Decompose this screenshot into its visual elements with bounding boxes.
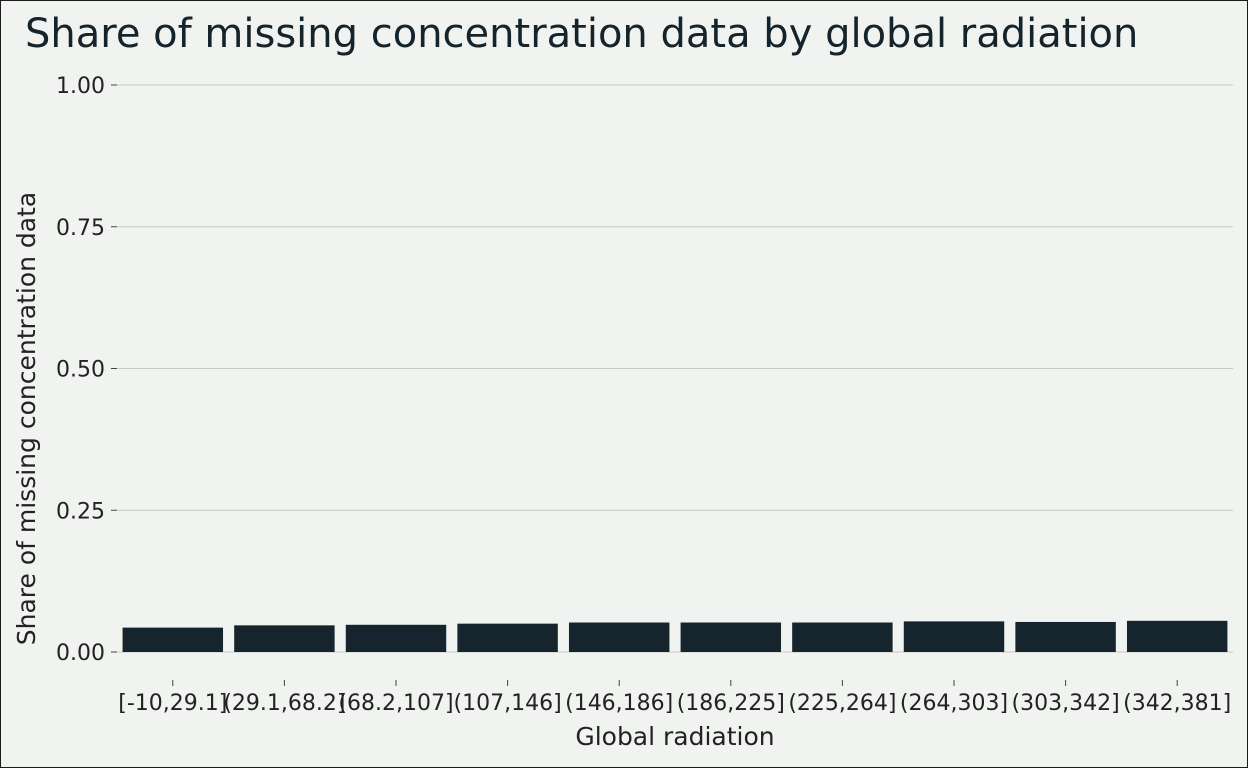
bar [903, 621, 1005, 652]
x-axis-title: Global radiation [575, 722, 774, 751]
y-tick-label: 0.00 [56, 641, 105, 666]
x-tick-label: [-10,29.1] [118, 691, 227, 716]
bar [792, 622, 893, 652]
y-tick-label: 0.25 [56, 499, 105, 524]
y-axis-title: Share of missing concentration data [12, 192, 41, 646]
x-axis-ticks: [-10,29.1](29.1,68.2](68.2,107] (107,146]… [118, 680, 1231, 716]
bar [345, 624, 447, 652]
x-tick-label: (29.1,68.2] [223, 691, 345, 716]
bar [1015, 621, 1116, 652]
gridlines [117, 84, 1233, 653]
x-tick-label: (264,303] [900, 691, 1008, 716]
x-tick-label: (68.2,107] [338, 691, 453, 716]
x-tick-label: (107,146] [454, 691, 562, 716]
y-tick-label: 0.50 [56, 358, 105, 383]
bar [122, 627, 224, 652]
y-tick-label: 1.00 [56, 74, 105, 99]
x-tick-label: (146,186] [565, 691, 673, 716]
y-axis-ticks: 0.00 0.25 0.50 0.75 1.00 [56, 74, 117, 666]
bar [457, 623, 558, 652]
y-tick-label: 0.75 [56, 216, 105, 241]
bar [568, 622, 670, 652]
x-tick-label: (225,264] [788, 691, 896, 716]
chart-title: Share of missing concentration data by g… [25, 11, 1139, 57]
x-tick-label: (303,342] [1012, 691, 1120, 716]
bars [122, 620, 1228, 652]
bar [680, 622, 782, 652]
x-tick-label: (186,225] [677, 691, 785, 716]
bar [1126, 620, 1228, 652]
x-tick-label: (342,381] [1123, 691, 1231, 716]
bar [234, 625, 335, 652]
